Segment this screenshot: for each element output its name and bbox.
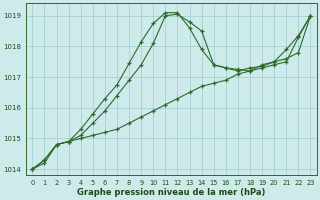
X-axis label: Graphe pression niveau de la mer (hPa): Graphe pression niveau de la mer (hPa) [77,188,266,197]
